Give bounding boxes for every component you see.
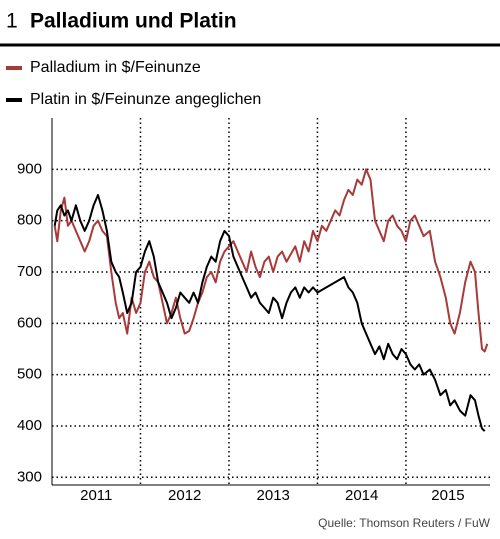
y-tick-label: 400 bbox=[17, 417, 42, 434]
series-line bbox=[53, 168, 489, 353]
y-tick-label: 300 bbox=[17, 468, 42, 485]
x-tick-label: 2013 bbox=[257, 487, 290, 504]
source: Quelle: Thomson Reuters / FuW bbox=[318, 516, 491, 530]
legend-label: Platin in $/Feinunze angeglichen bbox=[30, 91, 261, 108]
x-tick-label: 2011 bbox=[80, 487, 112, 504]
chart-title: Palladium und Platin bbox=[30, 10, 237, 33]
y-tick-label: 800 bbox=[17, 212, 42, 229]
title-number: 1 bbox=[6, 10, 18, 33]
x-tick-label: 2012 bbox=[168, 487, 201, 504]
y-tick-label: 600 bbox=[17, 314, 42, 331]
series-line bbox=[53, 194, 486, 432]
y-tick-label: 900 bbox=[17, 160, 42, 177]
y-tick-label: 500 bbox=[17, 366, 42, 383]
legend-label: Palladium in $/Feinunze bbox=[30, 59, 201, 76]
y-tick-label: 700 bbox=[17, 263, 42, 280]
x-tick-label: 2014 bbox=[345, 487, 378, 504]
x-tick-label: 2015 bbox=[431, 487, 464, 504]
